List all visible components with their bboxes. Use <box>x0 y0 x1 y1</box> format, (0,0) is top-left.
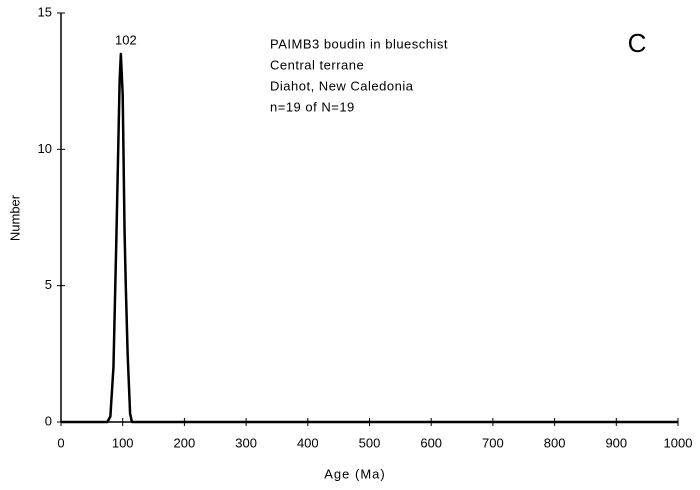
y-tick-label: 15 <box>38 4 52 19</box>
y-tick-label: 0 <box>45 413 52 428</box>
annotation: n=19 of N=19 <box>270 99 355 114</box>
panel-label: C <box>628 28 647 58</box>
annotation: PAIMB3 boudin in blueschist <box>270 36 448 51</box>
x-tick-label: 600 <box>420 435 442 450</box>
x-axis-label: Age (Ma) <box>324 466 385 481</box>
peak-label: 102 <box>115 32 137 47</box>
x-tick-label: 500 <box>359 435 381 450</box>
x-tick-label: 900 <box>605 435 627 450</box>
density-line <box>61 52 678 424</box>
x-tick-label: 300 <box>235 435 257 450</box>
x-tick-label: 100 <box>112 435 134 450</box>
x-tick-label: 1000 <box>664 435 693 450</box>
x-tick-label: 400 <box>297 435 319 450</box>
annotation: Central terrane <box>270 57 364 72</box>
y-tick-label: 10 <box>38 141 52 156</box>
annotation: Diahot, New Caledonia <box>270 78 414 93</box>
x-tick-label: 800 <box>544 435 566 450</box>
x-tick-label: 0 <box>57 435 64 450</box>
y-axis-label: Number <box>7 194 22 241</box>
y-tick-label: 5 <box>45 277 52 292</box>
x-tick-label: 200 <box>174 435 196 450</box>
x-tick-label: 700 <box>482 435 504 450</box>
